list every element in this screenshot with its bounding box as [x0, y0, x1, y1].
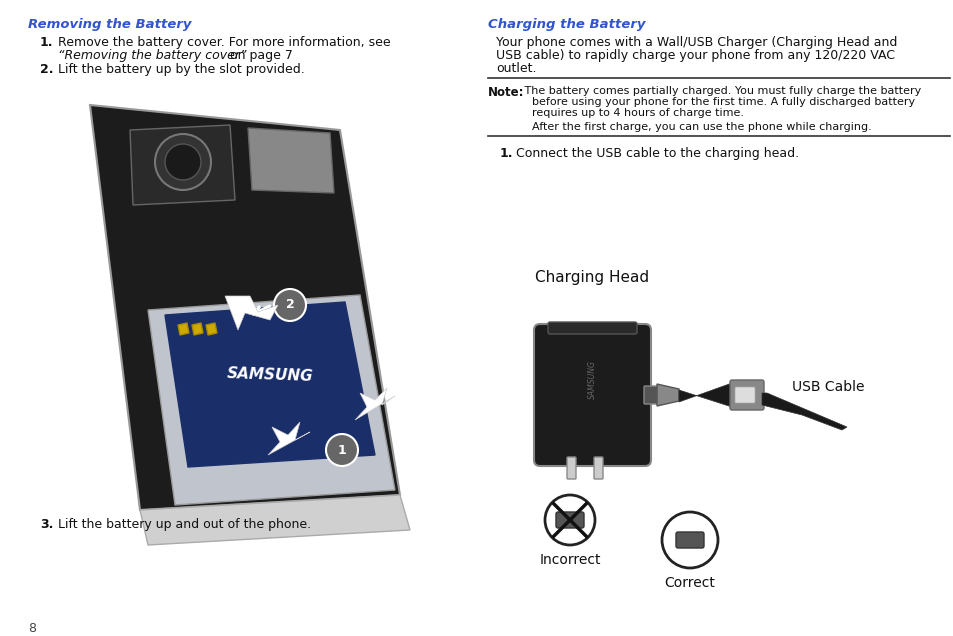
Text: “Removing the battery cover”: “Removing the battery cover” — [58, 49, 246, 62]
Polygon shape — [657, 384, 679, 406]
Circle shape — [274, 289, 306, 321]
Text: After the first charge, you can use the phone while charging.: After the first charge, you can use the … — [532, 122, 871, 132]
Text: SAMSUNG: SAMSUNG — [587, 361, 596, 399]
Polygon shape — [140, 495, 410, 545]
Text: 2: 2 — [285, 298, 294, 312]
Text: Charging the Battery: Charging the Battery — [488, 18, 645, 31]
Text: 1.: 1. — [499, 147, 513, 160]
Text: Lift the battery up by the slot provided.: Lift the battery up by the slot provided… — [58, 63, 304, 76]
Polygon shape — [192, 323, 203, 335]
Circle shape — [165, 144, 201, 180]
Polygon shape — [130, 125, 234, 205]
Polygon shape — [248, 128, 334, 193]
FancyBboxPatch shape — [556, 512, 583, 528]
Text: Remove the battery cover. For more information, see: Remove the battery cover. For more infor… — [58, 36, 390, 49]
Text: requires up to 4 hours of charge time.: requires up to 4 hours of charge time. — [532, 108, 743, 118]
Polygon shape — [90, 105, 399, 510]
Text: 3.: 3. — [40, 518, 53, 531]
Polygon shape — [268, 422, 310, 455]
Text: The battery comes partially charged. You must fully charge the battery: The battery comes partially charged. You… — [520, 86, 921, 96]
Text: Incorrect: Incorrect — [538, 553, 600, 567]
Text: 2.: 2. — [40, 63, 53, 76]
FancyBboxPatch shape — [643, 386, 658, 404]
Text: Charging Head: Charging Head — [535, 270, 648, 285]
Text: Your phone comes with a Wall/USB Charger (Charging Head and: Your phone comes with a Wall/USB Charger… — [496, 36, 897, 49]
Polygon shape — [679, 383, 731, 407]
Polygon shape — [761, 393, 846, 430]
Polygon shape — [178, 323, 189, 335]
Text: on page 7: on page 7 — [226, 49, 293, 62]
Polygon shape — [148, 295, 395, 505]
FancyBboxPatch shape — [594, 457, 602, 479]
FancyBboxPatch shape — [566, 457, 576, 479]
Text: 1: 1 — [337, 443, 346, 457]
FancyBboxPatch shape — [547, 322, 637, 334]
FancyBboxPatch shape — [729, 380, 763, 410]
Polygon shape — [206, 323, 216, 335]
Text: USB Cable: USB Cable — [791, 380, 863, 394]
FancyBboxPatch shape — [676, 532, 703, 548]
Polygon shape — [165, 302, 375, 467]
Text: Note:: Note: — [488, 86, 524, 99]
Text: outlet.: outlet. — [496, 62, 536, 75]
Text: Removing the Battery: Removing the Battery — [28, 18, 192, 31]
Polygon shape — [225, 296, 277, 330]
Text: Lift the battery up and out of the phone.: Lift the battery up and out of the phone… — [58, 518, 311, 531]
Text: 1.: 1. — [40, 36, 53, 49]
Text: before using your phone for the first time. A fully discharged battery: before using your phone for the first ti… — [532, 97, 914, 107]
Text: 8: 8 — [28, 622, 36, 635]
FancyBboxPatch shape — [534, 324, 650, 466]
Text: USB cable) to rapidly charge your phone from any 120/220 VAC: USB cable) to rapidly charge your phone … — [496, 49, 894, 62]
Text: SAMSUNG: SAMSUNG — [226, 366, 314, 384]
Polygon shape — [355, 388, 395, 420]
Text: Connect the USB cable to the charging head.: Connect the USB cable to the charging he… — [516, 147, 799, 160]
Circle shape — [326, 434, 357, 466]
FancyBboxPatch shape — [734, 387, 754, 403]
Text: Correct: Correct — [664, 576, 715, 590]
Circle shape — [154, 134, 211, 190]
